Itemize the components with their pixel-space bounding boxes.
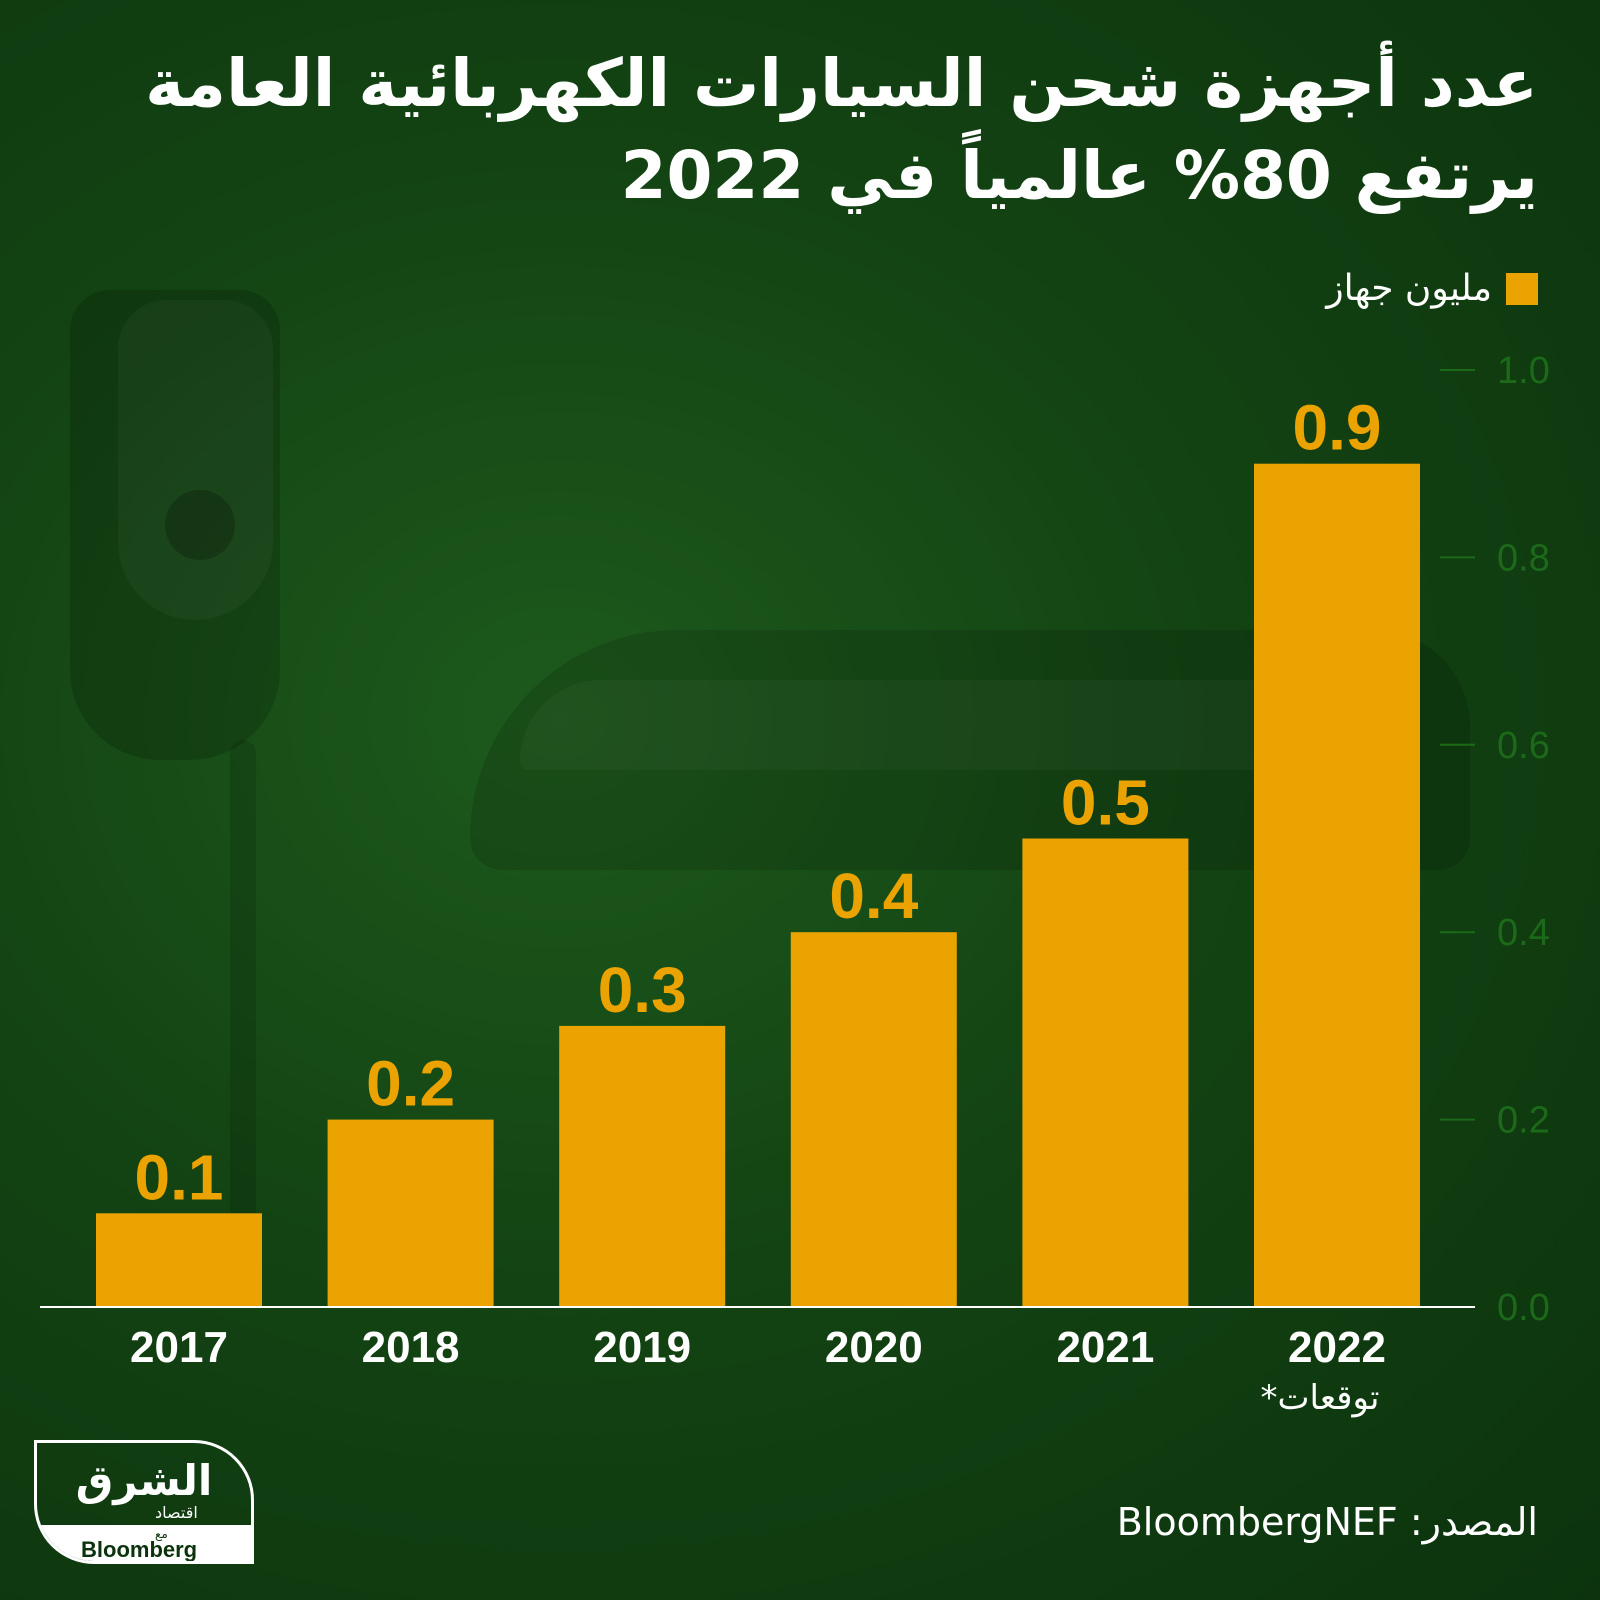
- logo-asharq-text: الشرق: [75, 1456, 213, 1505]
- bar-2019: [559, 1025, 726, 1307]
- y-tick-label: 0.2: [1497, 1100, 1550, 1142]
- x-tick-label: 2018: [362, 1323, 460, 1372]
- bar-value-label: 0.2: [366, 1048, 455, 1120]
- x-tick-label: 2021: [1056, 1323, 1154, 1372]
- y-tick-label: 0.0: [1497, 1287, 1550, 1329]
- x-axis: 2017 2018 2019 2020 2021 2022: [130, 1323, 1386, 1372]
- bar-value-label: 0.3: [598, 954, 687, 1026]
- logo-eqtisad-text: اقتصاد: [155, 1503, 198, 1522]
- bar-2022: [1254, 463, 1420, 1307]
- chart-title: عدد أجهزة شحن السيارات الكهربائية العامة…: [145, 45, 1538, 214]
- bar-value-labels: 0.1 0.2 0.3 0.4 0.5 0.9: [135, 392, 1382, 1214]
- legend-swatch: [1506, 272, 1538, 305]
- asharq-bloomberg-logo: الشرق اقتصاد مع Bloomberg: [34, 1440, 254, 1564]
- legend: مليون جهاز: [1326, 268, 1538, 309]
- ev-charger-cable-shape: [230, 740, 256, 1280]
- y-tick-label: 0.8: [1497, 537, 1550, 579]
- y-tick-label: 1.0: [1497, 350, 1550, 392]
- forecast-note: *توقعات: [1260, 1378, 1380, 1418]
- ev-charger-port-shape: [165, 490, 235, 560]
- bar-2020: [790, 932, 957, 1307]
- y-tick-label: 0.4: [1497, 912, 1550, 954]
- y-axis: 0.0 0.2 0.4 0.6 0.8 1.0: [1440, 350, 1550, 1329]
- x-tick-label: 2017: [130, 1323, 228, 1372]
- x-tick-label: 2020: [825, 1323, 923, 1372]
- bar-value-label: 0.4: [829, 860, 918, 932]
- bar-2017: [96, 1213, 262, 1307]
- ev-charger-background-image: [70, 290, 280, 760]
- legend-label: مليون جهاز: [1326, 268, 1492, 309]
- bar-value-label: 0.5: [1061, 767, 1150, 839]
- logo-band: مع Bloomberg: [37, 1525, 251, 1562]
- bars: [96, 463, 1420, 1307]
- logo-bloomberg-text: Bloomberg: [81, 1537, 198, 1562]
- logo-with-text: مع: [155, 1527, 168, 1541]
- bar-value-label: 0.1: [135, 1141, 224, 1213]
- x-tick-label: 2022: [1288, 1323, 1386, 1372]
- source-note: المصدر: BloombergNEF: [1116, 1500, 1538, 1544]
- bar-2021: [1022, 838, 1189, 1307]
- x-tick-label: 2019: [593, 1323, 691, 1372]
- bar-2018: [327, 1119, 494, 1307]
- bar-value-label: 0.9: [1293, 392, 1382, 464]
- y-tick-label: 0.6: [1497, 725, 1550, 767]
